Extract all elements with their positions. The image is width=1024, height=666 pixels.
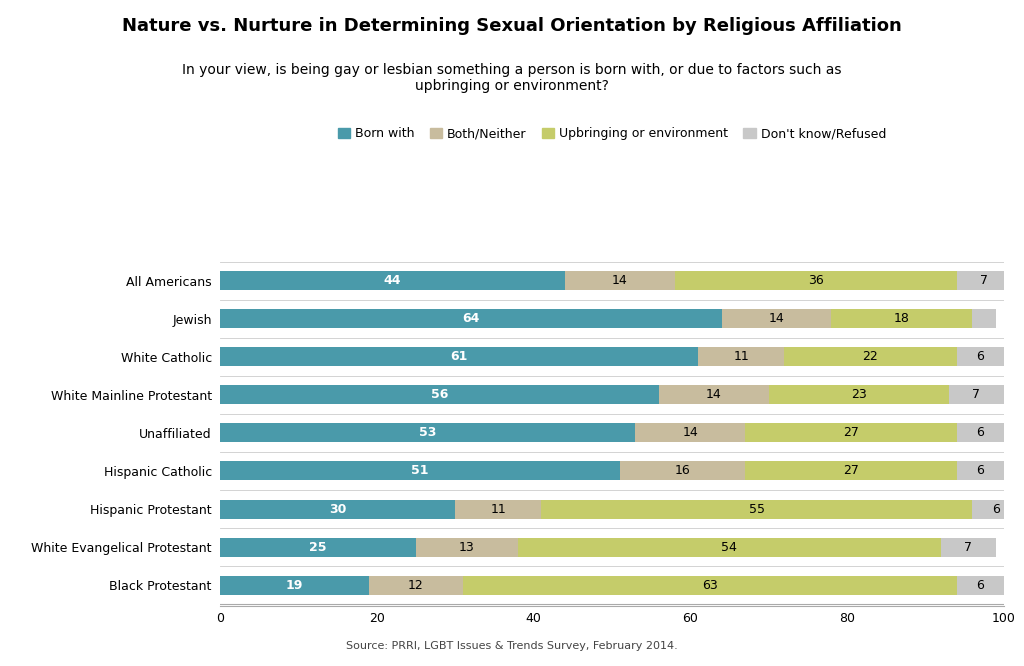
Text: 27: 27 — [843, 426, 859, 440]
Text: 14: 14 — [682, 426, 698, 440]
Text: 6: 6 — [976, 350, 984, 363]
Bar — [941, 537, 995, 557]
Legend: Born with, Both/Neither, Upbringing or environment, Don't know/Refused: Born with, Both/Neither, Upbringing or e… — [333, 123, 891, 145]
Text: In your view, is being gay or lesbian something a person is born with, or due to: In your view, is being gay or lesbian so… — [182, 63, 842, 93]
Text: 23: 23 — [851, 388, 866, 402]
Text: 36: 36 — [808, 274, 823, 287]
Bar — [220, 500, 455, 519]
Text: 19: 19 — [286, 579, 303, 591]
Bar — [948, 386, 1004, 404]
Text: 55: 55 — [749, 503, 765, 515]
Text: 6: 6 — [992, 503, 999, 515]
Bar — [956, 575, 1004, 595]
Text: 64: 64 — [462, 312, 479, 325]
Text: 12: 12 — [409, 579, 424, 591]
Bar — [745, 462, 956, 480]
Bar — [455, 500, 542, 519]
Bar — [220, 271, 565, 290]
Text: 30: 30 — [329, 503, 346, 515]
Bar — [768, 386, 948, 404]
Text: 6: 6 — [976, 426, 984, 440]
Text: 14: 14 — [611, 274, 628, 287]
Bar — [463, 575, 956, 595]
Text: Source: PRRI, LGBT Issues & Trends Survey, February 2014.: Source: PRRI, LGBT Issues & Trends Surve… — [346, 641, 678, 651]
Text: 53: 53 — [419, 426, 436, 440]
Text: 25: 25 — [309, 541, 327, 553]
Text: 16: 16 — [675, 464, 690, 478]
Bar — [722, 309, 831, 328]
Text: 6: 6 — [976, 579, 984, 591]
Bar — [542, 500, 972, 519]
Text: 27: 27 — [843, 464, 859, 478]
Text: Nature vs. Nurture in Determining Sexual Orientation by Religious Affiliation: Nature vs. Nurture in Determining Sexual… — [122, 17, 902, 35]
Bar — [220, 462, 620, 480]
Text: 54: 54 — [721, 541, 737, 553]
Bar — [698, 347, 784, 366]
Text: 61: 61 — [451, 350, 468, 363]
Bar — [220, 309, 722, 328]
Text: 7: 7 — [980, 274, 988, 287]
Bar — [972, 500, 1019, 519]
Text: 14: 14 — [706, 388, 722, 402]
Bar — [972, 309, 995, 328]
Text: 11: 11 — [733, 350, 749, 363]
Text: 7: 7 — [972, 388, 980, 402]
Text: 14: 14 — [768, 312, 784, 325]
Bar — [220, 424, 635, 442]
Text: 51: 51 — [412, 464, 429, 478]
Bar — [675, 271, 956, 290]
Bar — [956, 271, 1012, 290]
Text: 44: 44 — [384, 274, 401, 287]
Bar — [369, 575, 463, 595]
Text: 22: 22 — [862, 350, 879, 363]
Bar — [518, 537, 941, 557]
Text: 13: 13 — [459, 541, 475, 553]
Text: 56: 56 — [431, 388, 449, 402]
Bar — [220, 575, 369, 595]
Bar — [956, 347, 1004, 366]
Text: 18: 18 — [894, 312, 909, 325]
Text: 6: 6 — [976, 464, 984, 478]
Text: 7: 7 — [965, 541, 972, 553]
Bar — [635, 424, 745, 442]
Bar — [565, 271, 675, 290]
Bar — [745, 424, 956, 442]
Bar — [220, 537, 416, 557]
Bar — [956, 462, 1004, 480]
Bar — [956, 424, 1004, 442]
Bar — [658, 386, 768, 404]
Text: 11: 11 — [490, 503, 506, 515]
Bar — [784, 347, 956, 366]
Bar — [220, 386, 658, 404]
Bar — [220, 347, 698, 366]
Text: 63: 63 — [701, 579, 718, 591]
Bar — [831, 309, 972, 328]
Bar — [620, 462, 745, 480]
Bar — [416, 537, 518, 557]
